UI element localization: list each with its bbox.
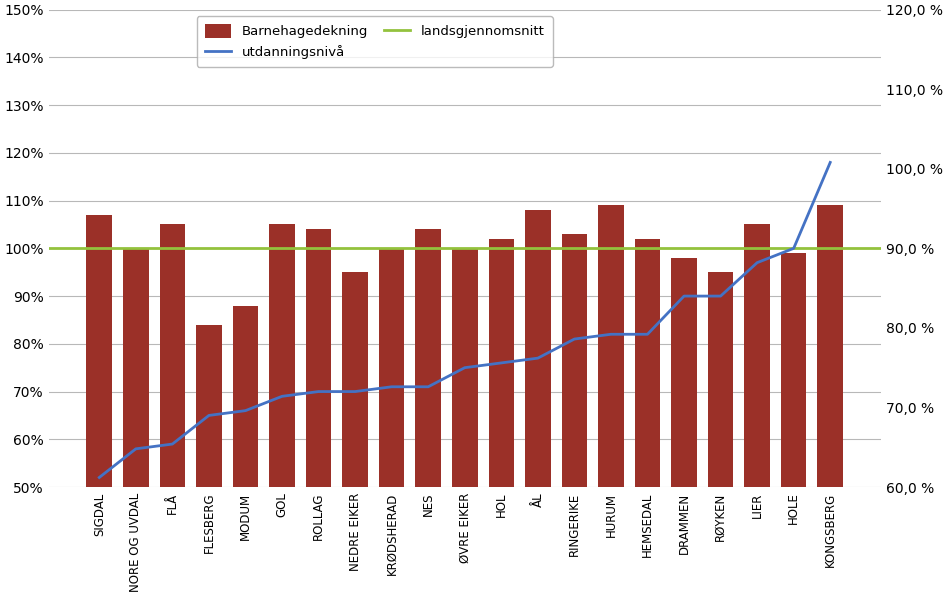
Bar (671, 258, 697, 596)
Bar (379, 249, 404, 596)
Bar (744, 225, 770, 596)
Bar (196, 325, 222, 596)
Bar (160, 225, 186, 596)
Bar (306, 229, 331, 596)
Bar (599, 206, 624, 596)
Bar (634, 239, 660, 596)
Bar (416, 229, 441, 596)
Bar (525, 210, 550, 596)
Bar (562, 234, 587, 596)
Bar (233, 306, 259, 596)
Bar (489, 239, 514, 596)
Bar (342, 272, 367, 596)
Bar (269, 225, 295, 596)
Bar (86, 215, 112, 596)
Legend: Barnehagedekning, utdanningsnivå, landsgjennomsnitt: Barnehagedekning, utdanningsnivå, landsg… (197, 16, 552, 67)
Bar (817, 206, 843, 596)
Bar (707, 272, 733, 596)
Bar (781, 253, 807, 596)
Bar (123, 249, 149, 596)
Bar (452, 249, 477, 596)
